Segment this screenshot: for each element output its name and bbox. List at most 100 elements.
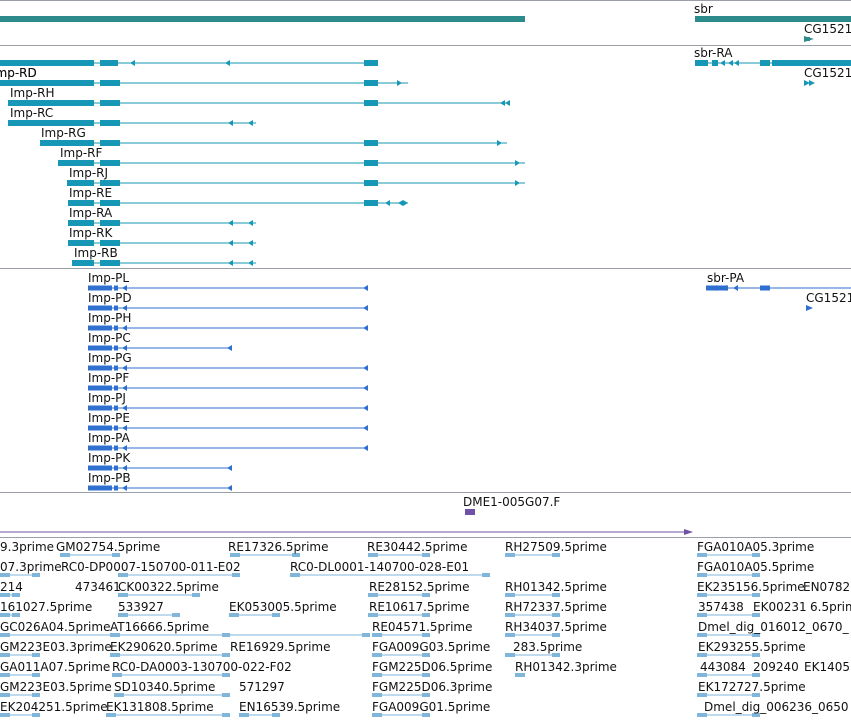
est-label[interactable]: RH01342.5prime xyxy=(505,580,607,594)
est-label[interactable]: EK290620.5prime xyxy=(110,640,218,654)
mrna-label-cg1521[interactable]: CG1521 xyxy=(804,66,851,80)
mrna-label[interactable]: Imp-RD xyxy=(0,66,37,80)
est-label[interactable]: RH72337.5prime xyxy=(505,600,607,614)
est-label[interactable]: 161027.5prime xyxy=(0,600,92,614)
est-label[interactable]: CK00322.5prime xyxy=(118,580,219,594)
mrna-transcript[interactable] xyxy=(58,160,525,166)
mrna-transcript[interactable] xyxy=(0,80,408,86)
est-label[interactable]: GM223E03.5prime xyxy=(0,680,112,694)
mrna-label[interactable]: Imp-RG xyxy=(41,126,86,140)
protein-label[interactable]: Imp-PF xyxy=(88,371,129,385)
mrna-transcript[interactable] xyxy=(68,240,256,246)
protein-feature[interactable] xyxy=(88,485,232,491)
mrna-label[interactable]: Imp-RK xyxy=(69,226,114,240)
protein-label[interactable]: Imp-PC xyxy=(88,331,131,345)
protein-feature[interactable] xyxy=(88,425,368,431)
mrna-label[interactable]: Imp-RH xyxy=(10,86,55,100)
protein-feature[interactable] xyxy=(88,445,368,451)
mrna-label[interactable]: Imp-RD xyxy=(0,66,37,80)
est-label[interactable]: GM02754.5prime xyxy=(56,540,160,554)
gene-feature-imp[interactable] xyxy=(0,16,525,22)
est-label[interactable]: 473461 xyxy=(75,580,121,594)
est-label[interactable]: 9.3prime xyxy=(0,540,54,554)
mrna-label[interactable]: Imp-RJ xyxy=(69,166,108,180)
est-label[interactable]: FGM225D06.3prime xyxy=(372,680,492,694)
est-label[interactable]: EN0782 xyxy=(803,580,850,594)
est-label[interactable]: FGA009G01.5prime xyxy=(372,700,490,714)
protein-label-cg1521[interactable]: CG1521 xyxy=(806,291,851,305)
protein-label[interactable]: Imp-PG xyxy=(88,351,132,365)
est-label[interactable]: 283.5prime xyxy=(513,640,582,654)
clone-label-dme1-005g07[interactable]: DME1-005G07.F xyxy=(463,495,560,509)
est-label[interactable]: 533927 xyxy=(118,600,164,614)
protein-feature[interactable] xyxy=(88,325,368,331)
protein-feature-sbr-pa[interactable] xyxy=(706,285,851,291)
est-label[interactable]: GC026A04.5prime xyxy=(0,620,110,634)
gene-label-sbr[interactable]: sbr xyxy=(694,2,713,16)
mrna-label[interactable]: Imp-RB xyxy=(74,246,118,260)
est-label[interactable]: EK1405 xyxy=(804,660,850,674)
est-label[interactable]: 07.3prime xyxy=(0,560,62,574)
est-label[interactable]: EK235156.5prime xyxy=(697,580,805,594)
est-label[interactable]: RE30442.5prime xyxy=(367,540,468,554)
protein-label[interactable]: Imp-PL xyxy=(88,271,129,285)
est-label[interactable]: Dmel_dig_016012_0670_ xyxy=(698,620,850,634)
mrna-transcript[interactable] xyxy=(72,260,256,266)
est-label[interactable]: GA011A07.5prime xyxy=(0,660,110,674)
est-label[interactable]: RC0-DP0007-150700-011-E02 xyxy=(61,560,241,574)
mrna-transcript[interactable] xyxy=(40,140,507,146)
est-label[interactable]: 571297 xyxy=(239,680,285,694)
est-label[interactable]: FGM225D06.5prime xyxy=(372,660,492,674)
protein-label[interactable]: Imp-PA xyxy=(88,431,131,445)
est-label[interactable]: EK293255.5prime xyxy=(698,640,806,654)
protein-label[interactable]: Imp-PK xyxy=(88,451,131,465)
mrna-transcript-sbr-ra[interactable] xyxy=(695,60,851,66)
est-label[interactable]: EN16539.5prime xyxy=(239,700,340,714)
mrna-transcript[interactable] xyxy=(0,60,378,66)
protein-label[interactable]: Imp-PJ xyxy=(88,391,126,405)
mrna-transcript[interactable] xyxy=(68,220,256,226)
est-label[interactable]: RH34037.5prime xyxy=(505,620,607,634)
est-label[interactable]: 209240 xyxy=(753,660,799,674)
mrna-transcript[interactable] xyxy=(67,180,525,186)
est-label[interactable]: FGA009G03.5prime xyxy=(372,640,490,654)
protein-feature[interactable] xyxy=(88,405,368,411)
protein-label[interactable]: Imp-PH xyxy=(88,311,131,325)
protein-feature[interactable] xyxy=(88,465,232,471)
est-label[interactable]: RH01342.3prime xyxy=(515,660,617,674)
est-label[interactable]: FGA010A05.5prime xyxy=(697,560,814,574)
est-label[interactable]: RE17326.5prime xyxy=(228,540,329,554)
mrna-transcript[interactable] xyxy=(8,100,510,106)
est-label[interactable]: Dmel_dig_006236_0650 xyxy=(704,700,849,714)
est-label[interactable]: 214 xyxy=(0,580,23,594)
est-label[interactable]: EK00231 xyxy=(753,600,807,614)
est-label[interactable]: EK172727.5prime xyxy=(698,680,806,694)
est-label[interactable]: RE16929.5prime xyxy=(230,640,331,654)
mrna-label-sbr-ra[interactable]: sbr-RA xyxy=(694,46,733,60)
est-label[interactable]: RC0-DL0001-140700-028-E01 xyxy=(290,560,469,574)
clone-end-read[interactable] xyxy=(465,509,475,515)
gene-label-cg1521[interactable]: CG1521 xyxy=(804,22,851,36)
est-label[interactable]: 357438 xyxy=(698,600,744,614)
est-label[interactable]: RE04571.5prime xyxy=(372,620,473,634)
mrna-transcript[interactable] xyxy=(68,200,408,206)
protein-label-sbr-pa[interactable]: sbr-PA xyxy=(707,271,745,285)
protein-label[interactable]: Imp-PD xyxy=(88,291,132,305)
est-label[interactable]: RH27509.5prime xyxy=(505,540,607,554)
protein-feature[interactable] xyxy=(88,365,368,371)
protein-label[interactable]: Imp-PE xyxy=(88,411,130,425)
est-label[interactable]: FGA010A05.3prime xyxy=(697,540,814,554)
est-label[interactable]: EK204251.5prime xyxy=(0,700,108,714)
est-label[interactable]: SD10340.5prime xyxy=(114,680,215,694)
est-label[interactable]: EK053005.5prime xyxy=(229,600,337,614)
protein-label[interactable]: Imp-PB xyxy=(88,471,131,485)
mrna-label[interactable]: Imp-RF xyxy=(60,146,103,160)
protein-feature[interactable] xyxy=(88,385,368,391)
est-label[interactable]: 6.5prime xyxy=(810,600,851,614)
gene-feature-sbr[interactable] xyxy=(695,16,851,22)
mrna-label[interactable]: Imp-RE xyxy=(69,186,112,200)
est-label[interactable]: RE10617.5prime xyxy=(369,600,470,614)
mrna-transcript[interactable] xyxy=(8,120,256,126)
protein-feature[interactable] xyxy=(88,305,368,311)
est-label[interactable]: GM223E03.3prime xyxy=(0,640,112,654)
